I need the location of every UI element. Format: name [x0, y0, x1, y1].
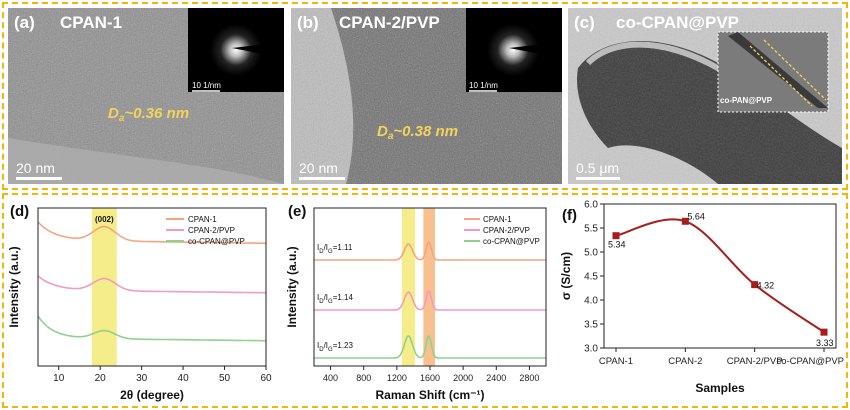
xrd-legend-label-0: CPAN-1	[188, 215, 217, 224]
raman-series-line-0	[314, 241, 546, 261]
raman-x-tick-label: 2800	[519, 373, 539, 383]
conductivity-point-0	[612, 232, 620, 240]
raman-band-1	[423, 208, 435, 366]
scale-bar-label-a: 20 nm	[16, 160, 55, 176]
conductivity-x-tick-label: CPAN-2/PVP	[727, 356, 783, 367]
xrd-band-002	[91, 208, 117, 366]
inset-scale-a: 10 1/nm	[192, 81, 221, 90]
panel-letter-a: (a)	[14, 13, 35, 32]
scale-bar-a	[16, 177, 62, 180]
scale-bar-c	[576, 177, 620, 180]
scale-bar-label-b: 20 nm	[299, 160, 338, 176]
conductivity-point-2	[751, 281, 759, 289]
raman-legend-label-2: co-CPAN@PVP	[483, 237, 540, 246]
conductivity-y-tick-label: 3.5	[584, 320, 598, 331]
raman-panel-letter: (e)	[288, 203, 306, 220]
panel-letter-c: (c)	[574, 13, 595, 32]
conductivity-y-axis-title: σ (S/cm)	[559, 252, 573, 300]
conductivity-chart: 5.34 5.64 4.32 3.33 3.0 3.5 4.0 4.5 5.0 5.5 6.0 CPA…	[559, 200, 844, 396]
d-spacing-b: Da~0.38 nm	[377, 123, 458, 142]
panel-title-a: CPAN-1	[60, 13, 122, 32]
xrd-series-line-2	[37, 315, 266, 342]
conductivity-plot-frame	[603, 203, 837, 349]
conductivity-value-label-2: 4.32	[757, 281, 775, 291]
xrd-plot-frame	[37, 207, 267, 367]
xrd-legend-label-1: CPAN-2/PVP	[188, 226, 235, 235]
raman-series-line-2	[314, 335, 546, 359]
conductivity-y-tick-label: 4.0	[584, 296, 598, 307]
raman-x-tick-label: 400	[323, 373, 338, 383]
raman-x-tick-label: 2000	[453, 373, 473, 383]
xrd-x-tick-label: 60	[260, 373, 272, 384]
conductivity-y-tick-label: 4.5	[584, 272, 598, 283]
raman-x-tick-label: 800	[356, 373, 371, 383]
conductivity-y-tick-label: 6.0	[584, 200, 598, 211]
conductivity-x-tick-label: CPAN-2	[668, 356, 702, 367]
xrd-y-axis-title: Intensity (a.u.)	[7, 246, 21, 327]
xrd-series-line-1	[37, 275, 266, 294]
raman-ratio-label-1: ID/IG=1.14	[317, 293, 353, 305]
xrd-x-tick-label: 10	[53, 373, 65, 384]
inset-label-c: co-PAN@PVP	[720, 96, 773, 105]
panel-title-b: CPAN-2/PVP	[339, 13, 440, 32]
conductivity-curve	[615, 218, 825, 334]
conductivity-x-tick-label: co-CPAN@PVP	[776, 356, 844, 367]
xrd-band-label: (002)	[95, 215, 114, 224]
conductivity-y-tick-label: 3.0	[584, 344, 598, 355]
raman-x-tick-label: 2400	[486, 373, 506, 383]
tem-image-c: co-PAN@PVP (c) co-CPAN@PVP 0.5 μm	[568, 8, 842, 184]
raman-ratio-label-0: ID/IG=1.11	[317, 243, 353, 255]
xrd-chart: (002) 10 20 30 40 50 60 2θ (degree) Intensity (a…	[7, 203, 272, 402]
raman-x-axis-title: Raman Shift (cm⁻¹)	[375, 388, 484, 402]
inset-scale-b: 10 1/nm	[469, 81, 498, 90]
panel-letter-b: (b)	[297, 13, 319, 32]
top-row-frame	[2, 2, 848, 190]
bottom-row-frame	[2, 193, 848, 408]
raman-chart: ID/IG=1.11 ID/IG=1.14 ID/IG=1.23 400 800 1200…	[285, 203, 547, 402]
conductivity-x-axis-title: Samples	[695, 381, 745, 395]
raman-legend-label-1: CPAN-2/PVP	[483, 226, 530, 235]
raman-x-tick-label: 1200	[387, 373, 407, 383]
conductivity-point-3	[820, 328, 828, 336]
conductivity-value-label-0: 5.34	[608, 240, 626, 250]
xrd-x-tick-label: 40	[178, 373, 190, 384]
xrd-x-tick-label: 50	[219, 373, 231, 384]
panel-title-c: co-CPAN@PVP	[616, 13, 739, 32]
raman-x-tick-label: 1600	[420, 373, 440, 383]
raman-y-axis-title: Intensity (a.u.)	[285, 246, 299, 327]
xrd-series-line-0	[37, 221, 266, 245]
xrd-x-tick-label: 30	[136, 373, 148, 384]
conductivity-point-1	[681, 217, 689, 225]
raman-legend-label-0: CPAN-1	[483, 215, 512, 224]
conductivity-value-label-3: 3.33	[816, 338, 834, 348]
conductivity-y-tick-label: 5.5	[584, 224, 598, 235]
conductivity-panel-letter: (f)	[562, 207, 577, 224]
scale-bar-label-c: 0.5 μm	[576, 160, 619, 176]
raman-ratio-label-2: ID/IG=1.23	[317, 341, 353, 353]
conductivity-x-tick-label: CPAN-1	[599, 356, 633, 367]
xrd-panel-letter: (d)	[10, 203, 29, 220]
scale-bar-b	[299, 177, 345, 180]
xrd-legend-label-2: co-CPAN@PVP	[188, 237, 245, 246]
raman-series-line-1	[314, 290, 546, 311]
conductivity-value-label-1: 5.64	[687, 211, 705, 221]
raman-band-0	[401, 208, 416, 366]
xrd-x-tick-label: 20	[95, 373, 107, 384]
conductivity-y-tick-label: 5.0	[584, 248, 598, 259]
tem-image-b: 10 1/nm (b) CPAN-2/PVP Da~0.38 nm 20 nm	[291, 8, 562, 184]
xrd-x-axis-title: 2θ (degree)	[120, 388, 184, 402]
d-spacing-a: Da~0.36 nm	[108, 105, 189, 124]
tem-image-a: 10 1/nm (a) CPAN-1 Da~0.36 nm 20 nm	[8, 8, 284, 184]
